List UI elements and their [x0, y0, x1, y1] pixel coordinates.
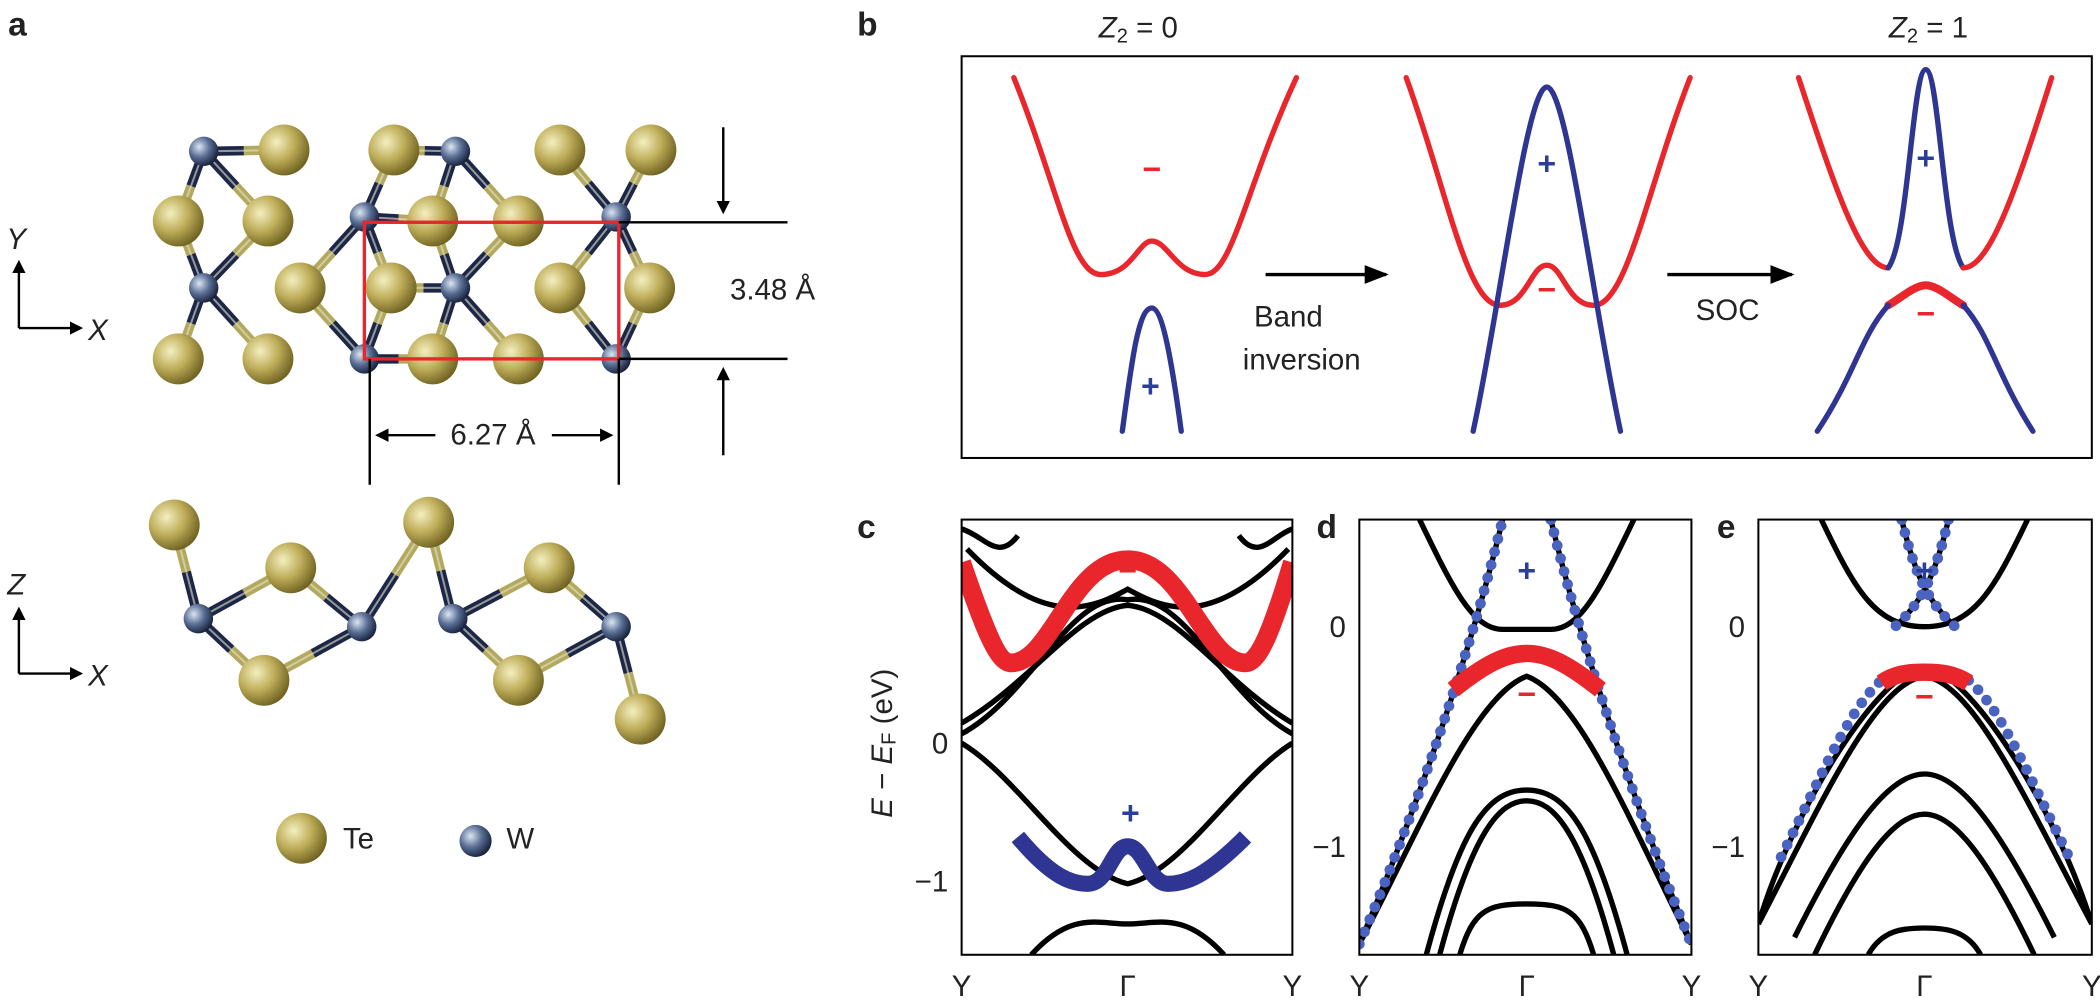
axis-label: Z: [6, 568, 26, 601]
legend-w: [459, 824, 492, 858]
te-atom: [238, 654, 290, 706]
te-atom: [492, 654, 544, 706]
arrow-label: inversion: [1243, 343, 1361, 376]
te-atom: [274, 262, 326, 314]
y-tick-label: 0: [1330, 611, 1346, 644]
te-atom: [534, 124, 586, 176]
plot-frame: [1757, 518, 2093, 956]
te-atom: [265, 542, 317, 594]
parity-sign: +: [1517, 553, 1536, 589]
plot-frame: [1358, 518, 1693, 956]
w-atom: [601, 611, 631, 642]
band-schematic: [1011, 66, 2055, 434]
unit-cell: [362, 220, 621, 361]
parity-sign: −: [1118, 553, 1137, 589]
x-tick-label: Y: [1682, 970, 1702, 1003]
panel-label: d: [1316, 509, 1336, 546]
arrow-label: SOC: [1696, 294, 1760, 327]
x-tick-label: Y: [952, 970, 972, 1003]
x-tick-label: Γ: [1120, 970, 1136, 1003]
te-atom: [624, 262, 676, 314]
te-atom: [242, 333, 294, 385]
x-tick-label: Γ: [1519, 970, 1535, 1003]
te-atom: [365, 262, 417, 314]
w-atom: [440, 273, 471, 303]
parity-sign: +: [1915, 553, 1934, 589]
panel-label: e: [1717, 509, 1736, 546]
te-atom: [614, 693, 666, 745]
te-atom: [368, 124, 420, 176]
te-atom: [242, 195, 294, 247]
w-atom: [438, 603, 468, 634]
plot-frame: [960, 518, 1294, 956]
dimension-label: 6.27 Å: [450, 418, 536, 451]
parity-sign: +: [1537, 146, 1556, 182]
te-atom: [152, 195, 204, 247]
band-plot: [1758, 519, 2092, 955]
y-tick-label: 0: [932, 728, 948, 761]
axis-label: Y: [6, 223, 28, 256]
te-atom: [152, 333, 204, 385]
w-atom: [188, 273, 219, 303]
te-atom: [534, 262, 586, 314]
x-tick-label: Γ: [1916, 970, 1932, 1003]
legend-label: Te: [343, 823, 374, 856]
dimension-lines: [12, 127, 788, 681]
parity-sign: −: [1915, 678, 1934, 714]
y-tick-label: −1: [1711, 831, 1745, 864]
w-atom: [601, 202, 631, 232]
parity-sign: −: [1517, 676, 1536, 712]
x-tick-label: Y: [2082, 970, 2100, 1003]
te-atom: [148, 499, 200, 551]
parity-sign: +: [1141, 368, 1160, 404]
y-tick-label: −1: [915, 866, 949, 899]
te-atom: [625, 124, 677, 176]
dimension-label: 3.48 Å: [730, 274, 816, 307]
parity-sign: −: [1142, 151, 1161, 187]
y-axis-label: E − EF (eV): [866, 669, 901, 818]
te-atom: [258, 124, 310, 176]
w-atom: [183, 603, 214, 634]
x-tick-label: Y: [1283, 970, 1303, 1003]
legend-te: [276, 812, 327, 864]
panel-label: a: [8, 7, 27, 44]
axis-label: X: [87, 659, 109, 692]
legend-label: W: [506, 823, 534, 856]
y-tick-label: 0: [1729, 611, 1745, 644]
panel-title: Z2 = 1: [1888, 11, 1968, 48]
w-atom: [440, 136, 471, 167]
panel-title: Z2 = 0: [1098, 11, 1178, 48]
parity-sign: +: [1916, 140, 1935, 176]
w-atom: [349, 202, 380, 232]
band-plot: [961, 526, 1293, 955]
panel-label: b: [857, 7, 877, 44]
parity-sign: −: [1916, 296, 1935, 332]
y-tick-label: −1: [1312, 831, 1346, 864]
panel-label: c: [857, 509, 876, 546]
band-plot: [1359, 519, 1692, 955]
x-tick-label: Y: [1350, 970, 1370, 1003]
x-tick-label: Y: [1749, 970, 1769, 1003]
axis-label: X: [87, 314, 109, 347]
parity-sign: +: [1121, 795, 1140, 831]
panel-frame: [960, 55, 2093, 459]
parity-sign: −: [1537, 271, 1556, 307]
w-atom: [346, 611, 377, 642]
w-atom: [188, 136, 219, 167]
te-atom: [403, 496, 455, 548]
te-atom: [523, 542, 575, 594]
arrow-label: Band: [1254, 300, 1323, 333]
